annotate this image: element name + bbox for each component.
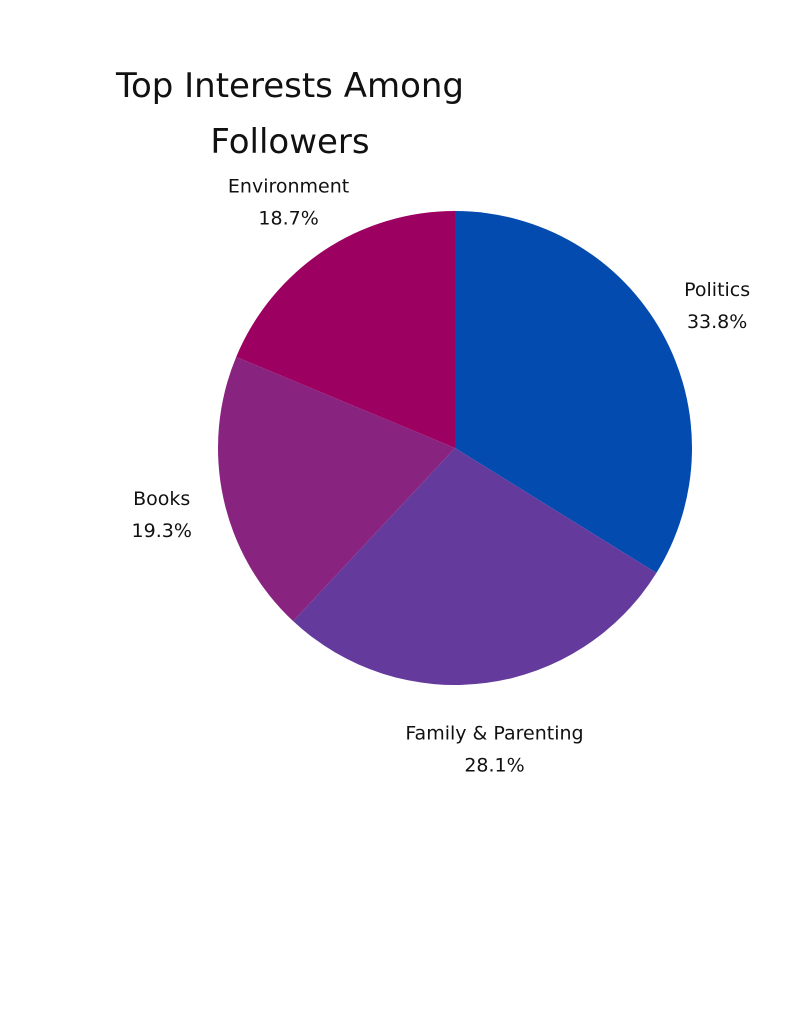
slice-value-environment: 18.7%	[258, 207, 318, 229]
slice-label-books: Books	[133, 488, 190, 510]
pie-slice-books	[218, 356, 455, 622]
slice-value-family-parenting: 28.1%	[464, 754, 524, 776]
chart-title: Top Interests Among Followers	[115, 66, 465, 162]
slice-value-books: 19.3%	[132, 520, 192, 542]
slice-value-politics: 33.8%	[687, 311, 747, 333]
slice-label-environment: Environment	[228, 175, 349, 197]
slice-label-politics: Politics	[684, 279, 750, 301]
pie-slice-environment	[236, 210, 455, 448]
pie-slices	[218, 210, 692, 685]
pie-labels: Politics 33.8% Family & Parenting 28.1% Book…	[132, 175, 751, 776]
pie-slice-politics	[455, 211, 692, 573]
slice-label-family-parenting: Family & Parenting	[405, 722, 583, 744]
pie-slice-family-parenting	[293, 448, 657, 685]
